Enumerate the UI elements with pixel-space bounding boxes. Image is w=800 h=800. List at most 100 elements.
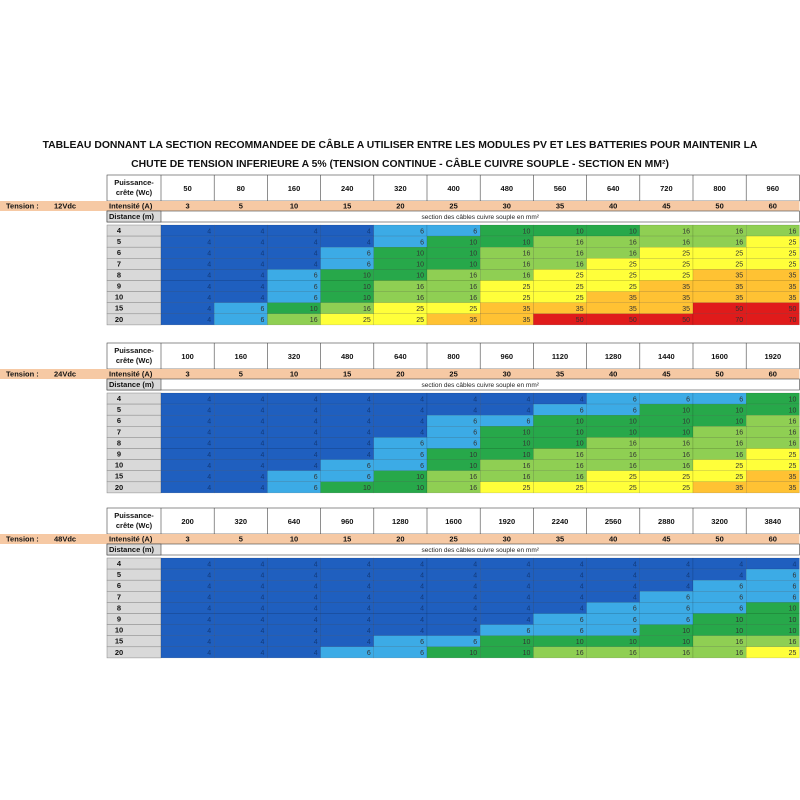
section-value: 6: [526, 628, 530, 635]
section-value: 4: [792, 561, 796, 568]
section-cell: [373, 602, 428, 614]
section-value: 4: [367, 419, 371, 426]
section-cell: [692, 602, 747, 614]
section-value: 4: [420, 617, 424, 624]
intensity-value: 30: [503, 535, 511, 544]
intensity-value: 15: [343, 535, 351, 544]
distance-label-cell: [106, 378, 162, 391]
section-value: 4: [260, 561, 264, 568]
section-value: 10: [469, 452, 477, 459]
section-value: 4: [207, 463, 211, 470]
section-value: 4: [367, 396, 371, 403]
section-value: 4: [420, 628, 424, 635]
section-cell: [373, 635, 428, 648]
section-value: 16: [310, 317, 318, 324]
distance-value: 10: [115, 461, 123, 470]
section-cell: [320, 591, 375, 603]
section-cell: [533, 392, 587, 405]
section-value: 4: [314, 251, 318, 258]
section-cell: [160, 437, 215, 449]
section-value: 4: [420, 584, 424, 591]
table-24vdc: Puissance-crête (Wc) 100 160 320 480 640 800 96…: [0, 342, 800, 494]
section-value: 6: [792, 572, 796, 579]
section-cell: [320, 224, 375, 237]
distance-value: 20: [115, 483, 123, 492]
section-value: 4: [260, 407, 264, 414]
section-cell: [373, 459, 428, 471]
power-value: 560: [554, 184, 567, 193]
section-value: 10: [789, 628, 797, 635]
section-value: 25: [789, 262, 797, 269]
distance-label: Distance (m): [109, 380, 155, 389]
intensity-value: 20: [396, 370, 404, 379]
section-value: 10: [682, 419, 690, 426]
section-value: 6: [792, 584, 796, 591]
section-value: 25: [735, 474, 743, 481]
section-cell: [480, 403, 534, 416]
section-cell: [160, 568, 215, 581]
power-value: 160: [288, 184, 301, 193]
section-cell: [426, 568, 481, 581]
power-value: 200: [181, 517, 194, 526]
section-cell: [267, 415, 321, 427]
power-value: 960: [501, 352, 514, 361]
section-cell: [586, 624, 640, 636]
section-cell: [213, 392, 268, 405]
section-value: 6: [473, 419, 477, 426]
section-value: 4: [473, 595, 477, 602]
section-value: 10: [469, 239, 477, 246]
distance-value: 4: [117, 394, 122, 403]
distance-value: 4: [117, 226, 122, 235]
section-cell: [267, 481, 321, 494]
section-value: 10: [629, 419, 637, 426]
distance-value: 15: [115, 472, 123, 481]
section-value: 16: [576, 262, 584, 269]
intensity-value: 35: [556, 202, 564, 211]
section-value: 10: [523, 650, 531, 657]
section-value: 10: [363, 273, 371, 280]
section-cell: [426, 426, 481, 438]
section-cell: [267, 280, 321, 292]
section-value: 4: [526, 584, 530, 591]
section-value: 4: [633, 595, 637, 602]
section-value: 6: [633, 407, 637, 414]
tension-band: [0, 369, 800, 379]
section-cell: [320, 557, 375, 570]
section-cell: [480, 613, 534, 625]
distance-value: 15: [115, 637, 123, 646]
section-cell: [586, 602, 640, 614]
section-value: 16: [735, 239, 743, 246]
tension-label: Tension :: [6, 202, 39, 211]
section-cell: [213, 313, 268, 326]
section-value: 4: [260, 273, 264, 280]
section-cell: [692, 392, 747, 405]
distance-row-label: [106, 426, 162, 438]
section-value: 10: [682, 639, 690, 646]
section-value: 4: [526, 572, 530, 579]
section-value: 4: [473, 572, 477, 579]
section-value: 4: [207, 262, 211, 269]
section-value: 6: [367, 650, 371, 657]
tension-value: 48Vdc: [54, 535, 76, 544]
power-value: 480: [341, 352, 354, 361]
section-value: 6: [420, 239, 424, 246]
section-cell: [639, 602, 694, 614]
section-value: 35: [789, 295, 797, 302]
intensity-value: 50: [715, 202, 723, 211]
distance-value: 8: [117, 603, 121, 612]
section-value: 10: [469, 262, 477, 269]
distance-row-label: [106, 568, 162, 581]
distance-value: 7: [117, 592, 121, 601]
section-value: 16: [682, 452, 690, 459]
section-cell: [213, 624, 268, 636]
section-cell: [160, 258, 215, 270]
intensity-value: 20: [396, 535, 404, 544]
section-cell: [267, 403, 321, 416]
power-value: 1280: [605, 352, 622, 361]
section-value: 4: [420, 396, 424, 403]
section-cell: [480, 580, 534, 592]
section-cell: [639, 580, 694, 592]
intensity-value: 10: [290, 535, 298, 544]
distance-row-label: [106, 613, 162, 625]
section-cell: [586, 580, 640, 592]
